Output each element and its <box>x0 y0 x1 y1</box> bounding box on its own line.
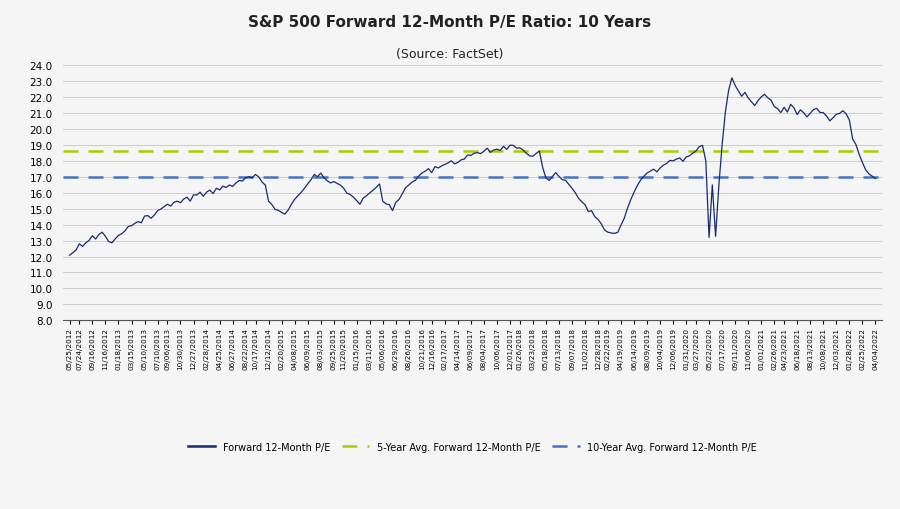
Text: (Source: FactSet): (Source: FactSet) <box>396 48 504 61</box>
Legend: Forward 12-Month P/E, 5-Year Avg. Forward 12-Month P/E, 10-Year Avg. Forward 12-: Forward 12-Month P/E, 5-Year Avg. Forwar… <box>184 438 761 456</box>
Text: S&P 500 Forward 12-Month P/E Ratio: 10 Years: S&P 500 Forward 12-Month P/E Ratio: 10 Y… <box>248 15 652 30</box>
